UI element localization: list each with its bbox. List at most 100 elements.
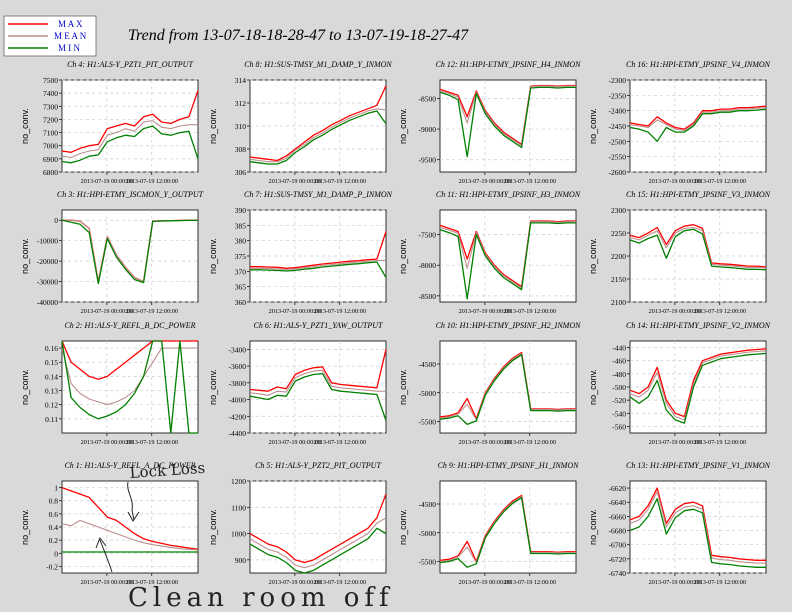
x-tick-label: 2013-07-19 12:00:00 <box>126 579 178 586</box>
y-tick-label: 390 <box>235 206 247 215</box>
x-tick-label: 2013-07-19 00:00:00 <box>459 579 511 586</box>
series-line-min <box>249 110 387 165</box>
series-line-min <box>629 228 767 271</box>
y-tick-label: 0.14 <box>45 372 58 381</box>
clean-room-arrow-head <box>95 536 107 549</box>
y-tick-label: -6720 <box>609 555 627 564</box>
x-tick-label: 2013-07-19 00:00:00 <box>459 439 511 446</box>
y-tick-label: -6680 <box>609 527 627 536</box>
y-tick-label: 0.11 <box>45 415 58 424</box>
y-tick-label: -40000 <box>37 298 58 307</box>
y-axis-label: no_conv. <box>398 108 408 144</box>
series-line-mean <box>439 85 576 147</box>
y-tick-label: -3800 <box>229 379 247 388</box>
chart-panel: Ch 5: H1:ALS-Y_PZT2_PIT_OUTPUT 1200 1100 10… <box>208 461 387 586</box>
series-line-max <box>439 494 576 563</box>
chart-title: Ch 11: H1:HPI-ETMY_IPSINF_H3_INMON <box>436 190 581 199</box>
y-tick-label: 1000 <box>231 530 246 539</box>
x-tick-label: 2013-07-19 12:00:00 <box>504 579 556 586</box>
y-tick-label: -6660 <box>609 512 627 521</box>
x-tick-label: 2013-07-19 12:00:00 <box>694 439 746 446</box>
clean-room-arrow <box>99 539 113 573</box>
chart-panel: Ch 10: H1:HPI-ETMY_IPSINF_H2_INMON -4500 -… <box>398 321 581 446</box>
x-tick-label: 2013-07-19 12:00:00 <box>126 439 178 446</box>
y-tick-label: -2350 <box>609 91 627 100</box>
y-tick-label: -4500 <box>419 500 437 509</box>
series-line-mean <box>439 221 576 289</box>
x-tick-label: 2013-07-19 12:00:00 <box>126 178 178 185</box>
y-tick-label: 2250 <box>611 229 626 238</box>
series-line-min <box>61 340 198 434</box>
y-tick-label: -8500 <box>419 292 437 301</box>
y-axis-label: no_conv. <box>20 108 30 144</box>
series-line-max <box>250 231 387 269</box>
chart-title: Ch 5: H1:ALS-Y_PZT2_PIT_OUTPUT <box>255 461 381 470</box>
series-line-min <box>249 527 387 574</box>
y-tick-label: 1100 <box>231 503 246 512</box>
chart-title: Ch 16: H1:HPI-ETMY_IPSINF_V4_INMON <box>626 60 771 69</box>
x-tick-label: 2013-07-19 00:00:00 <box>81 579 133 586</box>
y-tick-label: -6640 <box>609 498 627 507</box>
y-tick-label: 0.4 <box>49 523 59 532</box>
x-tick-label: 2013-07-19 12:00:00 <box>694 308 746 315</box>
y-tick-label: 0 <box>54 549 58 558</box>
series-line-mean <box>439 353 576 421</box>
legend-min-label: M I N <box>58 43 80 53</box>
legend: M A X M E A N M I N <box>3 15 97 57</box>
chart-panel: Ch 4: H1:ALS-Y_PZT1_PIT_OUTPUT 6800 6900 70… <box>20 60 199 185</box>
y-tick-label: -6620 <box>609 484 627 493</box>
chart-panel: Ch 6: H1:ALS-Y_PZT1_YAW_OUTPUT -3400 -3600… <box>208 321 387 446</box>
chart-title: Ch 7: H1:SUS-TMSY_M1_DAMP_P_INMON <box>244 190 393 199</box>
y-tick-label: -6740 <box>609 569 627 578</box>
x-tick-label: 2013-07-19 12:00:00 <box>694 178 746 185</box>
series-line-min <box>439 222 576 300</box>
y-tick-label: -20000 <box>37 257 58 266</box>
series-line-max <box>249 349 387 392</box>
y-tick-label: 0.16 <box>45 344 58 353</box>
handwritten-annotations: Lock Loss Clean room off <box>95 459 389 612</box>
plot-area <box>439 480 577 574</box>
y-tick-label: -2400 <box>609 107 627 116</box>
x-tick-label: 2013-07-19 12:00:00 <box>314 579 366 586</box>
chart-panels: Ch 4: H1:ALS-Y_PZT1_PIT_OUTPUT 6800 6900 70… <box>20 60 771 586</box>
y-tick-label: 2300 <box>611 206 626 215</box>
x-tick-label: 2013-07-19 00:00:00 <box>649 178 701 185</box>
x-tick-label: 2013-07-19 12:00:00 <box>694 579 746 586</box>
series-line-max <box>629 224 767 268</box>
lock-loss-arrow-head <box>127 511 140 522</box>
series-line-mean <box>439 495 576 564</box>
y-tick-label: -5000 <box>419 529 437 538</box>
series-line-max <box>629 105 767 130</box>
y-axis-label: no_conv. <box>20 238 30 274</box>
y-tick-label: -8000 <box>419 261 437 270</box>
x-tick-label: 2013-07-19 00:00:00 <box>269 178 321 185</box>
y-axis-label: no_conv. <box>208 238 218 274</box>
chart-panel: Ch 2: H1:ALS-Y_REFL_B_DC_POWER 0.11 0.12 0.… <box>20 321 199 446</box>
series-line-min <box>439 86 576 158</box>
y-tick-label: -2550 <box>609 153 627 162</box>
plot-area <box>439 209 577 303</box>
y-tick-label: -520 <box>612 396 626 405</box>
series-line-mean <box>629 107 767 132</box>
series-line-max <box>629 487 766 561</box>
y-tick-label: 7500 <box>43 76 58 85</box>
y-tick-label: 0.6 <box>49 510 59 519</box>
y-tick-label: 2150 <box>611 275 626 284</box>
chart-panel: Ch 1: H1:ALS-Y_REFL_A_DC_POWER 1 0.8 0.6 0.4… <box>20 461 199 586</box>
plot-area <box>61 340 199 434</box>
series-line-max <box>61 340 198 380</box>
chart-title: Ch 2: H1:ALS-Y_REFL_B_DC_POWER <box>64 321 195 330</box>
y-tick-label: 7300 <box>43 102 58 111</box>
chart-title: Ch 13: H1:HPI-ETMY_IPSINF_V1_INMON <box>626 461 771 470</box>
x-tick-label: 2013-07-19 00:00:00 <box>459 178 511 185</box>
series-line-max <box>249 493 387 564</box>
y-tick-label: 385 <box>235 221 247 230</box>
x-tick-label: 2013-07-19 00:00:00 <box>649 439 701 446</box>
y-tick-label: 375 <box>235 252 247 261</box>
x-tick-label: 2013-07-19 00:00:00 <box>649 579 701 586</box>
y-tick-label: 7200 <box>43 115 58 124</box>
series-line-max <box>439 220 576 288</box>
y-axis-label: no_conv. <box>588 238 598 274</box>
